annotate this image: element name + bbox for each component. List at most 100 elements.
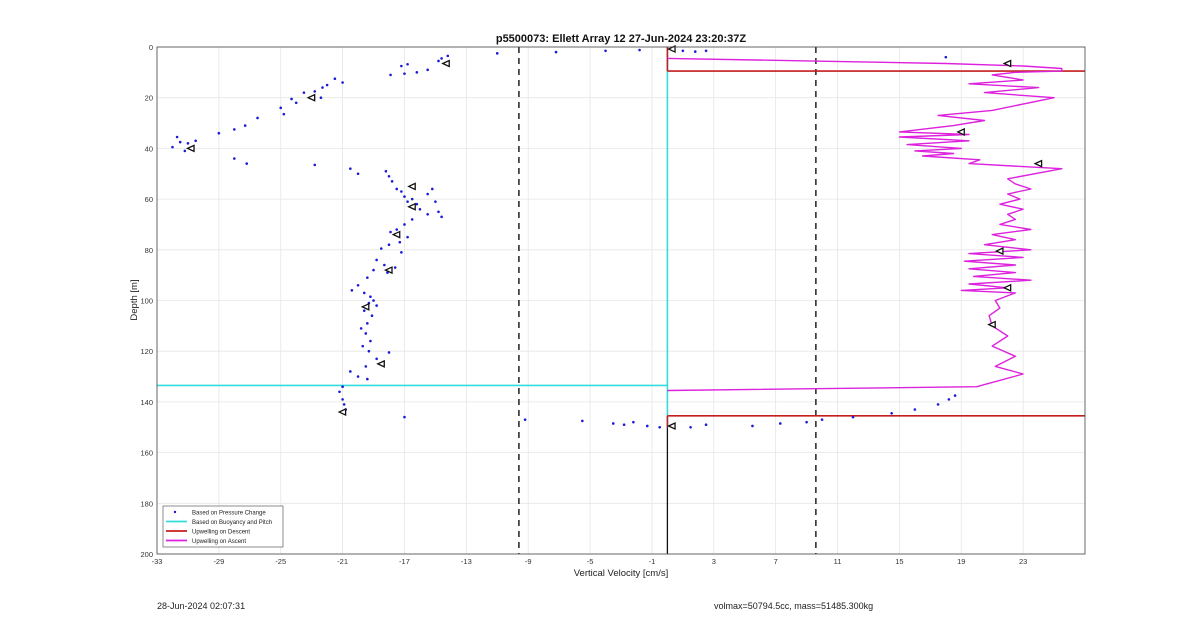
pressure-point xyxy=(389,230,392,234)
pressure-point xyxy=(704,423,708,427)
pressure-point xyxy=(387,243,391,247)
pressure-point xyxy=(820,418,824,421)
chart-title: p5500073: Ellett Array 12 27-Jun-2024 23… xyxy=(496,33,747,45)
pressure-point xyxy=(338,390,341,394)
pressure-point xyxy=(611,422,615,425)
triangle-marker xyxy=(666,421,676,430)
pressure-point xyxy=(400,190,403,193)
x-tick-label: 15 xyxy=(895,557,903,566)
pressure-point xyxy=(384,169,388,173)
pressure-point xyxy=(375,357,378,361)
pressure-point xyxy=(333,77,337,80)
pressure-point xyxy=(851,415,855,419)
pressure-point xyxy=(367,349,371,353)
pressure-point xyxy=(356,283,360,287)
pressure-point xyxy=(341,398,344,401)
pressure-point xyxy=(410,197,414,201)
pressure-point xyxy=(375,258,378,262)
x-tick-label: 11 xyxy=(834,557,842,566)
pressure-point xyxy=(403,223,406,226)
pressure-point xyxy=(379,247,383,250)
pressure-point xyxy=(638,48,641,52)
triangle-marker xyxy=(987,320,996,329)
x-tick-label: 3 xyxy=(712,557,716,566)
footer-timestamp: 28-Jun-2024 02:07:31 xyxy=(157,601,246,611)
y-tick-label: 180 xyxy=(140,499,153,508)
legend-label: Based on Buoyancy and Pitch xyxy=(192,520,272,526)
pressure-point xyxy=(256,116,259,120)
triangle-marker xyxy=(306,93,316,102)
pressure-point xyxy=(387,174,391,178)
pressure-point xyxy=(349,370,352,373)
pressure-point xyxy=(403,195,406,198)
pressure-point xyxy=(372,299,375,302)
pressure-point xyxy=(418,207,422,211)
pressure-point xyxy=(406,62,409,66)
pressure-point xyxy=(403,415,406,419)
triangle-marker xyxy=(1033,159,1043,168)
x-tick-label: -25 xyxy=(275,557,286,566)
triangle-marker xyxy=(383,266,393,275)
pressure-point xyxy=(349,167,352,170)
pressure-point xyxy=(366,322,369,325)
pressure-point xyxy=(387,351,391,354)
pressure-point xyxy=(426,68,429,72)
pressure-point xyxy=(622,423,626,427)
y-tick-label: 60 xyxy=(145,195,153,204)
series-layer xyxy=(157,45,1085,554)
pressure-point xyxy=(554,50,558,54)
triangle-marker xyxy=(185,144,195,153)
pressure-point xyxy=(440,215,443,219)
pressure-point xyxy=(321,86,324,89)
pressure-point xyxy=(390,180,394,183)
pressure-point xyxy=(294,101,298,105)
triangle-marker xyxy=(666,45,676,54)
pressure-point xyxy=(183,149,187,153)
y-tick-label: 160 xyxy=(140,449,153,458)
x-tick-label: -13 xyxy=(461,557,472,566)
x-tick-label: -21 xyxy=(337,557,348,566)
pressure-point xyxy=(400,64,403,68)
pressure-point xyxy=(953,394,957,397)
footer-stats: volmax=50794.5cc, mass=51485.300kg xyxy=(714,601,874,611)
pressure-point xyxy=(243,124,247,127)
triangle-marker xyxy=(360,302,370,311)
pressure-point xyxy=(431,187,434,191)
pressure-point xyxy=(446,54,450,58)
x-tick-label: -29 xyxy=(213,557,224,566)
pressure-point xyxy=(341,81,344,84)
pressure-point xyxy=(359,327,363,330)
pressure-point xyxy=(383,263,386,267)
triangle-marker xyxy=(994,247,1004,256)
legend: Based on Pressure Change Based on Buoyanc… xyxy=(162,505,284,548)
pressure-point xyxy=(406,200,409,203)
pressure-point xyxy=(171,145,174,149)
pressure-point xyxy=(403,72,406,75)
pressure-point xyxy=(779,422,782,425)
triangle-marker xyxy=(337,408,347,417)
pressure-point xyxy=(279,106,283,110)
pressure-point xyxy=(410,218,414,221)
y-tick-label: 20 xyxy=(145,94,153,103)
pressure-point xyxy=(947,398,951,401)
pressure-point xyxy=(319,96,323,99)
triangle-marker xyxy=(376,359,385,368)
pressure-point xyxy=(302,91,306,94)
pressure-point xyxy=(693,50,697,53)
pressure-point xyxy=(704,49,708,53)
tick-labels: -33 -29 -25 -21 -17 -13 -9 -5 -1 3 7 11 15 19 23020406… xyxy=(140,43,1027,566)
pressure-point xyxy=(313,90,317,93)
x-tick-label: 7 xyxy=(774,557,778,566)
x-tick-label: 19 xyxy=(957,557,965,566)
pressure-point xyxy=(395,187,399,191)
pressure-point xyxy=(389,73,392,77)
pressure-point xyxy=(581,419,584,423)
triangle-marker xyxy=(956,127,965,136)
pressure-point xyxy=(751,424,754,428)
triangle-marker xyxy=(1002,59,1012,68)
pressure-point xyxy=(681,49,685,53)
y-tick-label: 200 xyxy=(140,550,153,559)
pressure-point xyxy=(604,49,607,53)
pressure-point xyxy=(426,192,429,196)
